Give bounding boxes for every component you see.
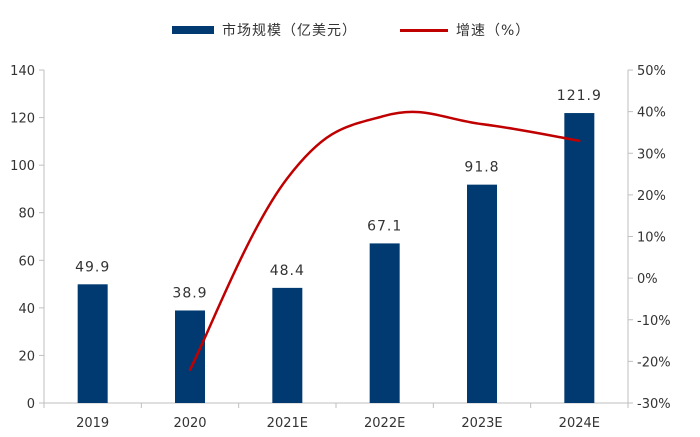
bar-2023E [467,184,497,403]
legend-swatch-bar [172,26,214,34]
bar-2022E [369,243,400,403]
bar-data-label: 121.9 [557,88,602,104]
legend-label-market-size: 市场规模（亿美元） [222,23,357,39]
bar-data-label: 91.8 [464,160,499,176]
left-axis-tick-label: 20 [18,349,35,364]
legend-swatch-line [400,28,448,32]
growth-rate-line [188,110,581,371]
right-axis-tick-label: 30% [637,147,666,162]
legend-item-market-size: 市场规模（亿美元） [172,19,357,41]
x-axis-tick-label: 2019 [76,416,109,431]
right-axis-tick-label: -10% [637,314,671,329]
bar-2020 [175,310,205,403]
x-axis-tick-label: 2021E [267,416,308,431]
left-axis-tick-label: 0 [27,397,35,412]
left-axis-tick-label: 140 [10,64,35,79]
left-axis-tick-label: 60 [18,254,35,269]
x-axis-tick-label: 2024E [559,416,600,431]
left-axis-tick-label: 40 [18,302,35,317]
left-axis-tick-label: 80 [18,207,35,222]
bar-2024E [564,113,595,404]
right-axis-tick-label: 50% [637,64,666,79]
bar-data-label: 67.1 [367,218,402,234]
right-axis-tick-label: -30% [637,397,671,412]
bar-2021E [272,287,303,403]
left-axis-tick-label: 120 [10,112,35,127]
bar-data-label: 48.4 [270,263,305,279]
right-axis-tick-label: 20% [637,189,666,204]
right-axis-tick-label: -20% [637,355,671,370]
right-axis-tick-label: 40% [637,106,666,121]
legend-label-growth-rate: 增速（%） [456,23,531,39]
x-axis-tick-label: 2020 [173,416,206,431]
legend-item-growth-rate: 增速（%） [400,19,530,41]
bar-data-label: 49.9 [75,259,110,275]
right-axis-tick-label: 10% [637,231,666,246]
x-axis-tick-label: 2022E [364,416,405,431]
bar-data-label: 38.9 [172,285,207,301]
bar-2019 [77,284,108,403]
chart-legend: 市场规模（亿美元） 增速（%） [0,19,700,41]
x-axis-tick-label: 2023E [461,416,502,431]
right-axis-tick-label: 0% [637,272,658,287]
left-axis-tick-label: 100 [10,159,35,174]
